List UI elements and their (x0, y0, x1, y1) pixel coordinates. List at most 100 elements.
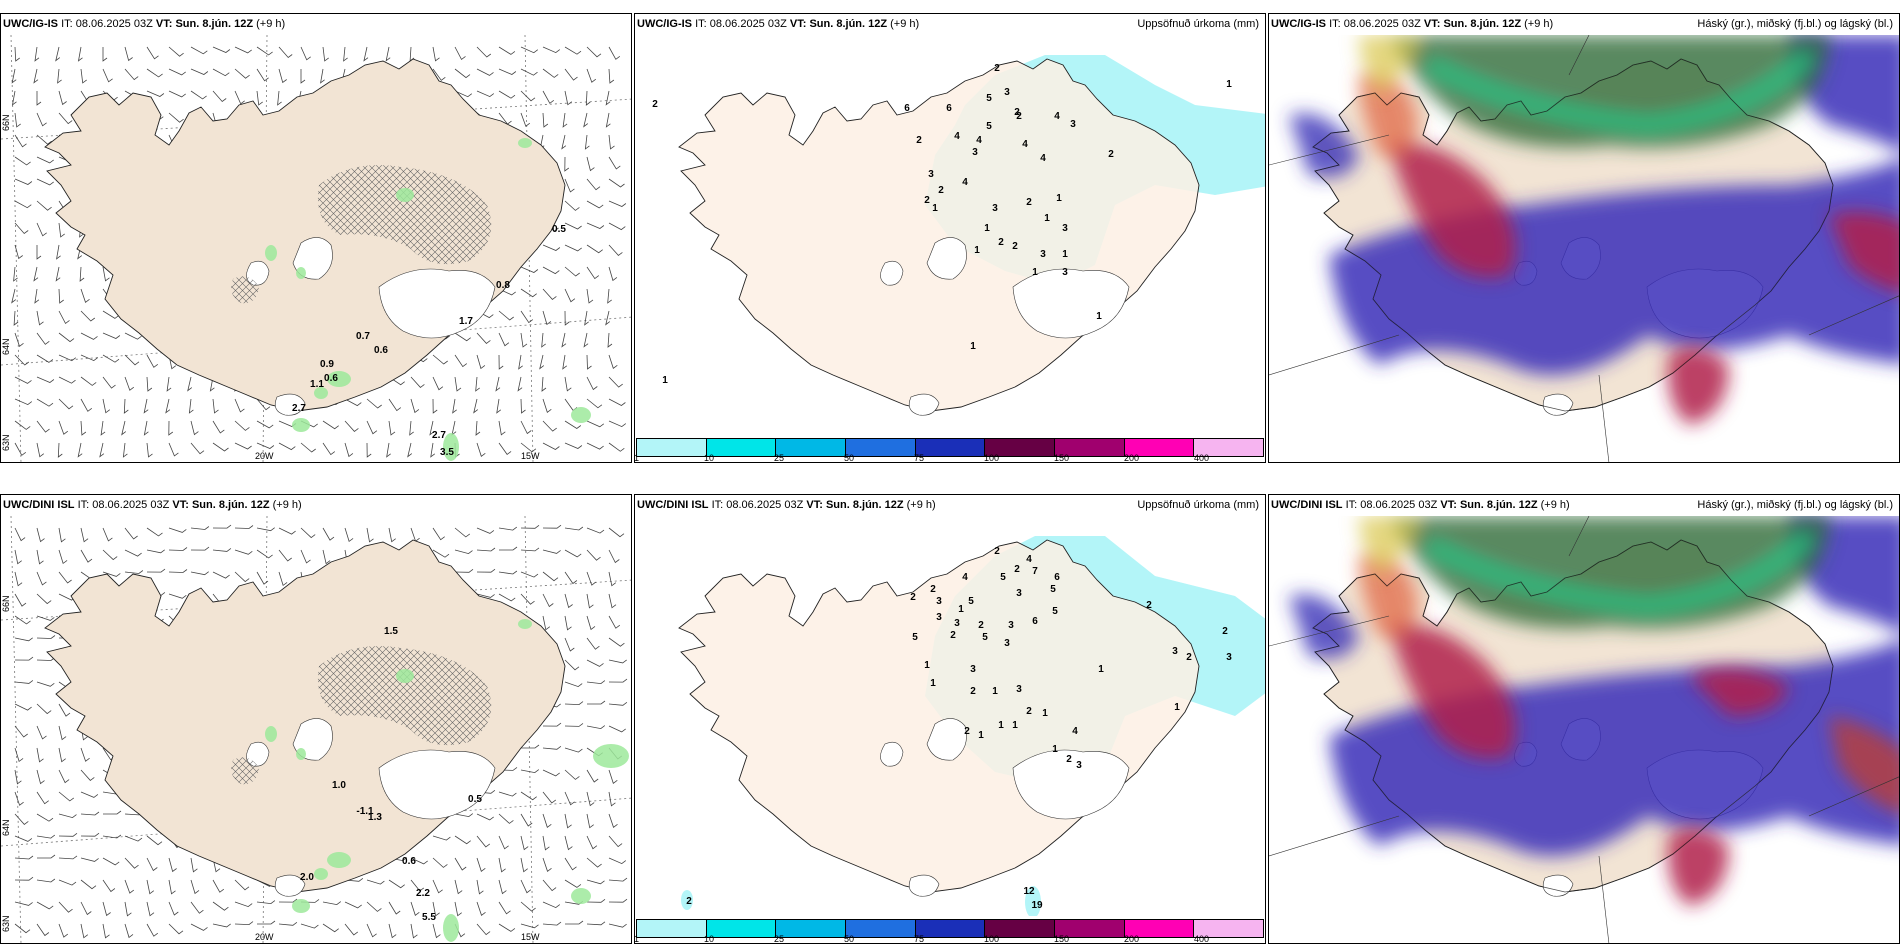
precip-patch (327, 371, 351, 387)
wind-barb (587, 700, 606, 705)
wind-barb (386, 442, 391, 458)
wind-barb (58, 703, 71, 717)
wind-barb (432, 527, 445, 541)
wind-barb (586, 527, 605, 534)
wind-map: 66N 64N 63N 20W 15W 1.0 0.5 -1.11.3 0.6 2.2 5.5 1.5… (1, 516, 631, 943)
value-label: 6 (904, 103, 910, 114)
wind-barb (234, 90, 245, 105)
wind-barb (322, 46, 329, 62)
low-cloud (1689, 668, 1789, 716)
wind-barb (366, 923, 377, 938)
value-label: 1 (984, 223, 990, 234)
wind-barb (432, 901, 440, 917)
wind-barb (322, 923, 339, 933)
mid-cloud (1289, 113, 1359, 178)
colorbar-segment (776, 439, 847, 456)
wind-barb (300, 69, 306, 84)
wind-barb (14, 46, 20, 62)
colorbar-label: 400 (1194, 453, 1210, 463)
wind-barb (256, 398, 271, 411)
wind-barb (586, 178, 601, 191)
wind-barb (542, 901, 561, 909)
wind-barb (58, 832, 78, 837)
wind-barb (234, 442, 252, 450)
wind-barb (344, 420, 359, 432)
wind-barb (100, 420, 106, 436)
wind-barb (58, 310, 70, 325)
wind-barb (564, 637, 575, 652)
wind-barb (14, 680, 34, 684)
wind-barb (542, 879, 557, 892)
wind-barb (520, 332, 528, 348)
value-label: 3 (1062, 267, 1068, 278)
wind-barb (80, 747, 90, 762)
wind-barb (476, 547, 496, 552)
wind-barb (452, 398, 457, 414)
wind-barb (36, 222, 47, 237)
wind-barb (234, 68, 250, 79)
colorbar-segment (846, 439, 916, 456)
wind-barb (564, 46, 582, 55)
wind-barb (542, 90, 555, 104)
wind-barb (454, 354, 468, 368)
wind-barb (585, 90, 591, 106)
graticule (1269, 35, 1899, 462)
wind-barb (234, 879, 250, 891)
wind-barb (564, 659, 580, 671)
wind-barb (520, 68, 538, 76)
value-label: 12 (1023, 886, 1035, 897)
glacier (378, 268, 496, 339)
value-label: 4 (976, 135, 982, 146)
wind-barb (476, 527, 495, 534)
wind-barb (586, 879, 605, 885)
wind-barb (102, 901, 111, 917)
wind-barb (564, 442, 583, 449)
wind-barb (432, 46, 440, 62)
wind-barb (58, 879, 77, 886)
wind-barb (608, 659, 627, 664)
wind-barb (520, 288, 537, 298)
value-label: 4 (962, 572, 968, 583)
wind-barb (586, 266, 600, 280)
value-label: 2 (998, 237, 1004, 248)
wind-barb (80, 420, 87, 436)
wind-barb (586, 835, 598, 850)
wind-barb (564, 747, 583, 753)
wind-barb (498, 593, 516, 602)
model-name: UWC/IG-IS (637, 18, 692, 30)
wind-barb (542, 857, 552, 872)
glacier (1012, 749, 1130, 820)
wind-barb (168, 879, 176, 895)
valid-time: VT: Sun. 8.jún. 12Z (155, 18, 254, 30)
wind-barb (57, 442, 63, 458)
value-label: 1 (1044, 213, 1050, 224)
value-label: 2 (916, 135, 922, 146)
wind-barb (146, 879, 155, 895)
wind-barb (542, 791, 557, 804)
value-label: 1.0 (332, 780, 346, 791)
wind-barb (586, 813, 594, 829)
lon-line (1269, 334, 1400, 376)
wind-barb (124, 68, 139, 81)
wind-barb (520, 835, 529, 851)
wind-barb (320, 68, 325, 84)
wind-barb (212, 68, 230, 77)
wind-barb (14, 112, 21, 128)
wind-barb (80, 857, 99, 862)
colorbar-segment (915, 439, 986, 456)
wind-barb (212, 901, 229, 911)
value-label: 2 (938, 185, 944, 196)
wind-barb (36, 813, 54, 822)
wind-barb (586, 46, 602, 58)
value-label: 2 (1066, 754, 1072, 765)
wind-barb (80, 288, 90, 303)
wind-barb (56, 244, 61, 260)
cloud-map (1269, 516, 1899, 943)
wind-barb (14, 923, 31, 934)
wind-barb (58, 376, 76, 384)
colorbar-label: 50 (844, 934, 855, 944)
wind-barb (366, 442, 372, 458)
wind-barb (363, 46, 369, 62)
value-label: 2 (924, 195, 930, 206)
wind-barb (388, 901, 401, 915)
